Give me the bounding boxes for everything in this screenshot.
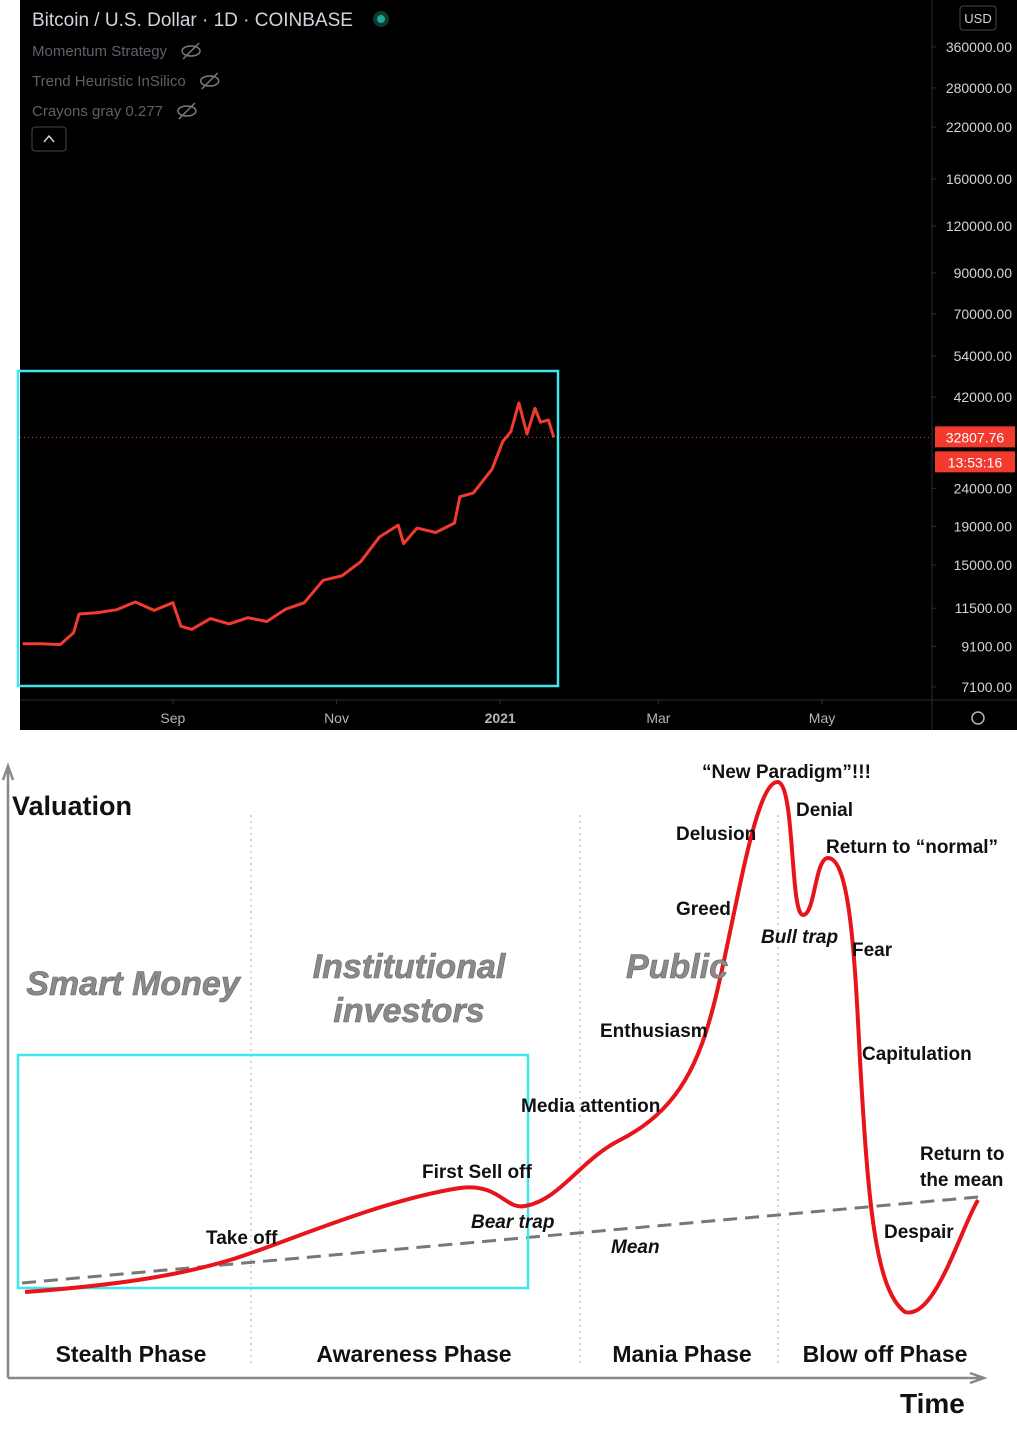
group-label: Institutional [313, 948, 507, 986]
phase-label: Blow off Phase [803, 1341, 968, 1367]
annotation: Media attention [521, 1096, 660, 1117]
highlight-box [16, 1053, 530, 1290]
cycle-curve [24, 780, 980, 1315]
y-tick-label: 70000.00 [954, 306, 1013, 322]
y-tick-label: 19000.00 [954, 518, 1013, 534]
chart-panel [20, 0, 1017, 730]
phase-label: Awareness Phase [316, 1341, 511, 1367]
annotation: Greed [676, 899, 731, 920]
y-label: Valuation [12, 791, 132, 821]
annotation: First Sell off [422, 1162, 532, 1183]
annotation: the mean [920, 1170, 1003, 1191]
annotation: Bull trap [761, 927, 838, 948]
indicator-name: Momentum Strategy [32, 43, 168, 60]
annotation: Fear [852, 940, 893, 961]
x-tick-label: Sep [160, 710, 185, 726]
caret-icon [43, 134, 55, 143]
indicator-name: Trend Heuristic InSilico [32, 73, 186, 90]
x-axis [8, 1371, 988, 1385]
hidden-icon [199, 75, 220, 87]
group-label: Smart Money [26, 965, 242, 1003]
highlight-box [16, 369, 560, 688]
y-tick-label: 42000.00 [954, 389, 1013, 405]
x-label: Time [900, 1388, 965, 1419]
annotation: Denial [796, 800, 853, 821]
countdown-label: 13:53:16 [948, 454, 1003, 470]
x-tick-label: 2021 [485, 710, 516, 726]
annotation: “New Paradigm”!!! [702, 762, 871, 783]
phase-label: Mania Phase [612, 1341, 751, 1367]
x-tick-label: Mar [646, 710, 670, 726]
hidden-icon [177, 105, 197, 117]
mean-line [21, 1195, 979, 1285]
currency: USD [964, 11, 991, 26]
y-axis [1, 762, 15, 1378]
y-tick-label: 220000.00 [946, 119, 1012, 135]
annotation: Return to “normal” [826, 837, 998, 858]
annotation: Enthusiasm [600, 1021, 708, 1042]
x-tick-label: May [809, 710, 835, 726]
annotation: Despair [884, 1222, 954, 1243]
y-tick-label: 15000.00 [954, 557, 1013, 573]
y-tick-label: 9100.00 [961, 638, 1012, 654]
price-line [22, 401, 556, 647]
cycle-diagram: Valuation Time Smart Money Institutional… [1, 762, 1004, 1419]
settings-icon[interactable] [971, 711, 985, 725]
last-price-box [935, 426, 1015, 448]
y-tick-label: 7100.00 [961, 679, 1012, 695]
y-tick-label: 54000.00 [954, 348, 1013, 364]
annotation: Bear trap [471, 1212, 554, 1233]
y-tick-label: 24000.00 [954, 480, 1013, 496]
chart-title: Bitcoin / U.S. Dollar · 1D · COINBASE [32, 10, 353, 31]
group-label: investors [333, 992, 484, 1030]
annotation: Capitulation [862, 1044, 972, 1065]
y-tick-label: 11500.00 [955, 600, 1013, 616]
x-tick-label: Nov [324, 710, 349, 726]
collapse-button[interactable] [31, 126, 67, 152]
annotation: Return to [920, 1144, 1004, 1165]
y-tick-label: 120000.00 [946, 218, 1012, 234]
status-dot [377, 15, 385, 23]
hidden-icon-slash [182, 42, 200, 60]
hidden-icon [181, 45, 201, 57]
annotation: Take off [206, 1228, 278, 1249]
y-tick-label: 360000.00 [946, 39, 1012, 55]
y-tick-label: 160000.00 [946, 171, 1012, 187]
group-label: Public [626, 948, 728, 986]
hidden-icon-slash [178, 102, 196, 120]
y-tick-label: 280000.00 [946, 80, 1012, 96]
phase-label: Stealth Phase [56, 1341, 207, 1367]
indicator-name: Crayons gray 0.277 [32, 103, 163, 120]
countdown-box [935, 451, 1015, 473]
hidden-icon-slash [201, 72, 219, 90]
annotation: Mean [611, 1237, 660, 1258]
y-tick-label: 90000.00 [954, 265, 1013, 281]
last-price-label: 32807.76 [946, 429, 1005, 445]
currency-box[interactable] [959, 5, 997, 31]
annotation: Delusion [676, 824, 756, 845]
